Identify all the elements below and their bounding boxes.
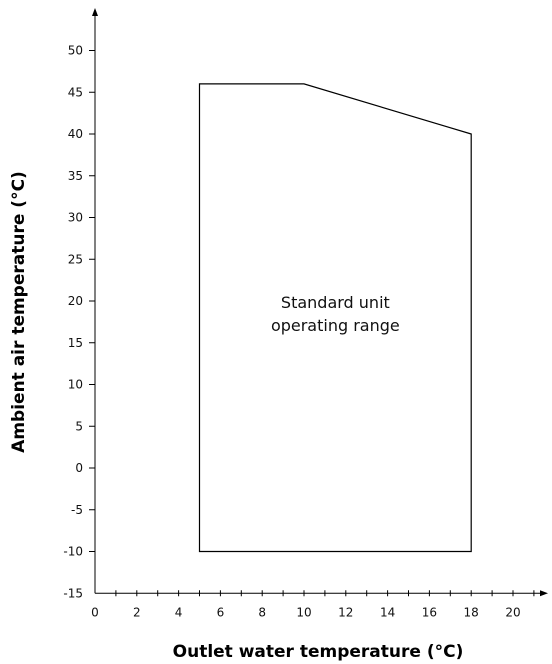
y-tick-label: 45 (68, 85, 83, 99)
x-tick-label: 0 (91, 605, 99, 619)
x-tick-label: 10 (296, 605, 311, 619)
x-tick-label: 2 (133, 605, 141, 619)
axes (92, 8, 548, 597)
x-axis-arrowhead (540, 590, 548, 597)
x-tick-label: 16 (422, 605, 437, 619)
x-tick-label: 8 (258, 605, 266, 619)
y-tick-label: 40 (68, 127, 83, 141)
x-tick-label: 14 (380, 605, 395, 619)
y-ticks: -15 -10 -5 0 5 10 15 20 25 30 35 40 45 50 (63, 44, 95, 600)
y-tick-label: -10 (63, 545, 83, 559)
y-tick-label: 5 (75, 419, 83, 433)
y-tick-label: 0 (75, 461, 83, 475)
x-axis-title: Outlet water temperature (°C) (173, 642, 464, 662)
y-tick-label: 50 (68, 44, 83, 58)
y-tick-label: 15 (68, 336, 83, 350)
y-tick-label: 10 (68, 378, 83, 392)
region-label-line: Standard unit (281, 293, 390, 312)
x-tick-label: 4 (175, 605, 183, 619)
y-tick-label: 20 (68, 294, 83, 308)
x-tick-label: 20 (505, 605, 520, 619)
y-tick-label: 25 (68, 252, 83, 266)
regions: Standard unit operating range (198, 83, 472, 553)
y-tick-label: 30 (68, 211, 83, 225)
y-axis-title: Ambient air temperature (°C) (9, 171, 29, 453)
x-ticks: 0 2 4 6 8 10 12 14 16 18 20 (91, 590, 535, 619)
operating-range-region (198, 83, 472, 553)
x-tick-label: 6 (217, 605, 225, 619)
region-label-line: operating range (271, 316, 400, 335)
y-tick-label: 35 (68, 169, 83, 183)
x-tick-label: 12 (338, 605, 353, 619)
y-axis-arrowhead (92, 8, 98, 16)
x-tick-label: 18 (464, 605, 479, 619)
y-tick-label: -5 (71, 503, 83, 517)
y-tick-label: -15 (63, 586, 83, 600)
